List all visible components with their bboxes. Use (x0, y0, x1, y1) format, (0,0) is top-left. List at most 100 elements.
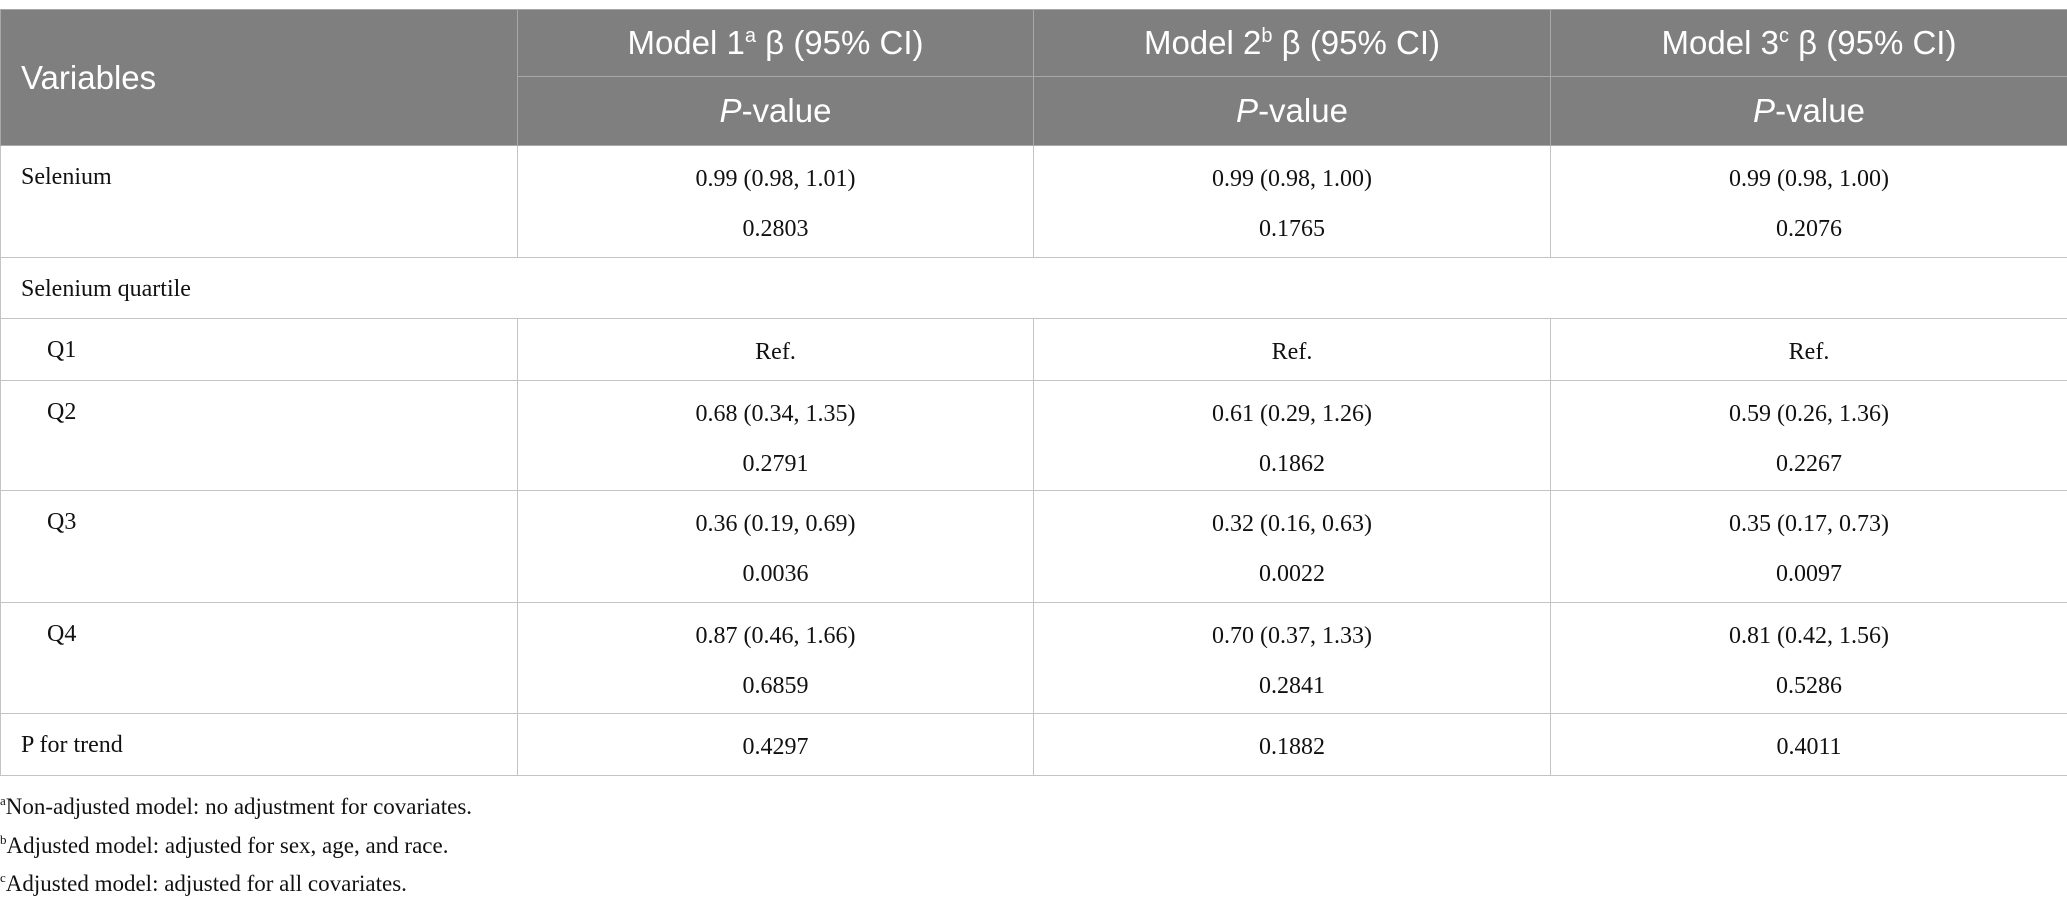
value-text: 0.1882 (1259, 734, 1325, 760)
header-cell: Model 2b β (95% CI) (1033, 9, 1551, 77)
value-cell: Ref. (1033, 318, 1551, 381)
footnote-marker: a (0, 793, 6, 808)
value-cell: Ref. (1550, 318, 2067, 381)
value-text: 0.2076 (1776, 216, 1842, 242)
header-cell: Model 3c β (95% CI) (1550, 9, 2067, 77)
header-cell: Model 1a β (95% CI) (517, 9, 1034, 77)
footnote: cAdjusted model: adjusted for all covari… (0, 863, 472, 902)
body-row: Selenium 0.99 (0.98, 1.01) 0.2803 0.99 (0.9… (0, 145, 2067, 258)
body-row: Q4 0.87 (0.46, 1.66) 0.6859 0.70 (0.37, 1.3… (0, 602, 2067, 714)
model-stat: β (95% CI) (1798, 24, 1957, 61)
value-text: Ref. (1271, 339, 1313, 365)
value-cell: 0.36 (0.19, 0.69) 0.0036 (517, 490, 1034, 603)
footnotes: aNon-adjusted model: no adjustment for c… (0, 786, 472, 902)
value-cell: 0.87 (0.46, 1.66) 0.6859 (517, 602, 1034, 714)
footnote-text: Non-adjusted model: no adjustment for co… (5, 794, 473, 819)
label-text: Q4 (47, 621, 77, 647)
value-cell: 0.4297 (517, 713, 1034, 776)
value-text: 0.2791 (742, 451, 809, 477)
value-cell: 0.99 (0.98, 1.00) 0.1765 (1033, 145, 1551, 258)
value-text: 0.35 (0.17, 0.73) (1729, 511, 1889, 537)
row-label: Q2 (0, 380, 518, 491)
value-text: 0.99 (0.98, 1.00) (1729, 166, 1889, 192)
body-row: Q1 Ref. Ref. Ref. (0, 318, 2067, 381)
model-name: Model 2 (1143, 24, 1262, 61)
value-text: 0.2841 (1259, 673, 1325, 699)
value-text: 0.6859 (742, 673, 809, 699)
header-cell: Variables (0, 9, 518, 146)
model-stat: β (95% CI) (1281, 24, 1441, 61)
value-cell: 0.81 (0.42, 1.56) 0.5286 (1550, 602, 2067, 714)
row-label: Q3 (0, 490, 518, 603)
value-cell: Ref. (517, 318, 1034, 381)
table-body: Selenium 0.99 (0.98, 1.01) 0.2803 0.99 (0.9… (0, 145, 2067, 776)
p-italic: P (1753, 92, 1776, 129)
row-label: Selenium quartile (0, 257, 2067, 319)
value-text: 0.2267 (1776, 451, 1842, 477)
value-text: 0.87 (0.46, 1.66) (695, 623, 856, 649)
value-cell: 0.99 (0.98, 1.00) 0.2076 (1550, 145, 2067, 258)
model-stat: β (95% CI) (765, 24, 924, 61)
footnote: bAdjusted model: adjusted for sex, age, … (0, 825, 472, 864)
header-cell: P-value (1033, 76, 1551, 146)
value-cell: 0.68 (0.34, 1.35) 0.2791 (517, 380, 1034, 491)
value-text: Ref. (1788, 339, 1830, 365)
label-text: Selenium quartile (21, 276, 191, 302)
value-text: 0.59 (0.26, 1.36) (1729, 401, 1889, 427)
value-cell: 0.70 (0.37, 1.33) 0.2841 (1033, 602, 1551, 714)
value-text: 0.36 (0.19, 0.69) (695, 511, 856, 537)
value-text: 0.81 (0.42, 1.56) (1729, 623, 1889, 649)
model-name: Model 1 (627, 24, 745, 61)
row-label: Q4 (0, 602, 518, 714)
body-row: Q3 0.36 (0.19, 0.69) 0.0036 0.32 (0.16, 0.6… (0, 490, 2067, 603)
label-text: P for trend (21, 732, 123, 758)
value-text: 0.1765 (1259, 216, 1325, 242)
header-text: Variables (21, 58, 157, 96)
value-text: 0.0036 (742, 561, 809, 587)
p-rest: -value (741, 92, 832, 129)
footnote-marker: c (0, 870, 6, 885)
footnote: aNon-adjusted model: no adjustment for c… (0, 786, 472, 825)
value-cell: 0.99 (0.98, 1.01) 0.2803 (517, 145, 1034, 258)
value-cell: 0.61 (0.29, 1.26) 0.1862 (1033, 380, 1551, 491)
value-text: 0.99 (0.98, 1.01) (695, 166, 856, 192)
row-label: P for trend (0, 713, 518, 776)
value-text: Ref. (755, 339, 796, 365)
value-text: 0.5286 (1776, 673, 1842, 699)
body-row: Selenium quartile (0, 257, 2067, 319)
value-text: 0.68 (0.34, 1.35) (695, 401, 856, 427)
value-cell: 0.32 (0.16, 0.63) 0.0022 (1033, 490, 1551, 603)
value-text: 0.1862 (1259, 451, 1325, 477)
p-italic: P (719, 92, 742, 129)
header-cell: P-value (517, 76, 1034, 146)
value-text: 0.99 (0.98, 1.00) (1212, 166, 1372, 192)
label-text: Selenium (21, 164, 112, 190)
footnote-marker: a (744, 25, 756, 47)
footnote-text: Adjusted model: adjusted for sex, age, a… (6, 832, 449, 858)
value-text: 0.2803 (742, 216, 809, 242)
body-row: Q2 0.68 (0.34, 1.35) 0.2791 0.61 (0.29, 1.2… (0, 380, 2067, 491)
footnote-marker: c (1778, 25, 1789, 47)
label-text: Q2 (47, 399, 77, 425)
value-cell: 0.1882 (1033, 713, 1551, 776)
p-rest: -value (1258, 92, 1348, 129)
value-cell: 0.35 (0.17, 0.73) 0.0097 (1550, 490, 2067, 603)
p-rest: -value (1775, 92, 1865, 129)
p-italic: P (1236, 92, 1259, 129)
results-table: Variables Model 1a β (95% CI) Model 2b β (… (0, 9, 2067, 776)
header-row: P-value P-value P-value (1, 76, 2067, 146)
value-cell: 0.59 (0.26, 1.36) 0.2267 (1550, 380, 2067, 491)
value-text: 0.0097 (1776, 561, 1842, 587)
table-header: Variables Model 1a β (95% CI) Model 2b β (… (0, 9, 2067, 146)
header-row: Variables Model 1a β (95% CI) Model 2b β (… (0, 9, 2067, 146)
value-text: 0.61 (0.29, 1.26) (1212, 401, 1372, 427)
footnote-text: Adjusted model: adjusted for all covaria… (5, 871, 407, 896)
value-text: 0.4011 (1776, 734, 1842, 760)
value-text: 0.4297 (742, 734, 809, 760)
value-text: 0.32 (0.16, 0.63) (1212, 511, 1372, 537)
header-cell: P-value (1550, 76, 2067, 146)
row-label: Selenium (0, 145, 518, 258)
row-label: Q1 (0, 318, 518, 381)
body-row: P for trend 0.4297 0.1882 0.4011 (0, 713, 2067, 776)
value-text: 0.0022 (1259, 561, 1325, 587)
